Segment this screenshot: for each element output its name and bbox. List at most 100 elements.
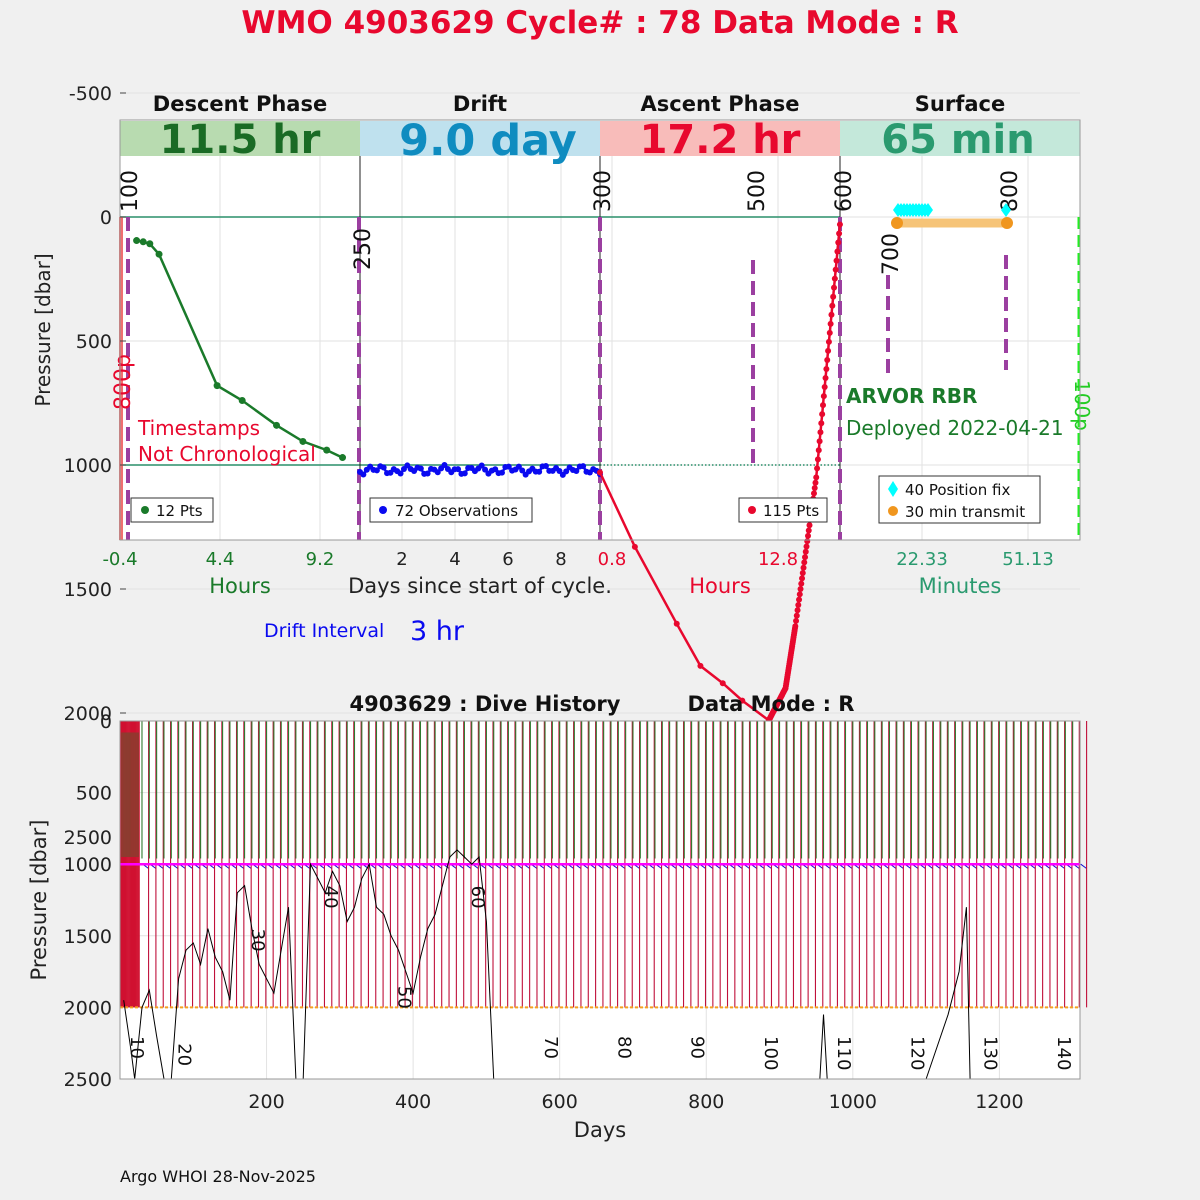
- surface-x-axis-label: Minutes: [919, 574, 1002, 598]
- dive-history-y-label: Pressure [dbar]: [27, 820, 51, 981]
- x-tick-label: 400: [395, 1091, 431, 1113]
- ascent-point: [826, 329, 833, 336]
- legend-ascent-label: 115 Pts: [763, 502, 819, 520]
- y-tick-label: 1500: [64, 926, 112, 948]
- cycle-number-label: 110: [833, 1036, 854, 1070]
- ascent-x-axis-label: Hours: [689, 574, 751, 598]
- float-deployed: Deployed 2022-04-21: [846, 416, 1064, 440]
- descent-point: [155, 250, 163, 258]
- drift-point: [482, 466, 489, 473]
- cycle-number-label: 50: [393, 986, 414, 1009]
- ascent-point: [831, 275, 838, 282]
- descent-tick-label: 4.4: [206, 549, 235, 570]
- drift-tick-label: 6: [502, 549, 513, 570]
- ascent-point: [819, 411, 826, 418]
- ascent-point: [631, 543, 638, 550]
- cycle-number-label: 40: [320, 886, 341, 909]
- y-tick-label: 0: [100, 711, 112, 733]
- marker-label-100: 100: [118, 170, 143, 212]
- legend-descent: 12 Pts: [130, 497, 214, 523]
- side-label-800p: 800p: [111, 354, 136, 410]
- drift-point: [519, 467, 526, 474]
- dive-history-frame: [119, 720, 1081, 1080]
- ascent-point: [806, 522, 813, 529]
- y-tick-label: 500: [76, 783, 112, 805]
- ascent-point: [797, 586, 804, 592]
- ascent-point: [811, 485, 818, 492]
- marker-label-250: 250: [351, 228, 376, 270]
- dive-history-plot: 10 20 30 40 50 60 70 80 90 100 110 120 130 140: [120, 720, 1088, 1080]
- descent-series: [133, 237, 347, 462]
- phase-band-surface: [840, 121, 1080, 156]
- y-tick-label: -500: [69, 83, 112, 105]
- drift-point: [478, 462, 485, 469]
- ascent-point: [834, 248, 841, 255]
- cycle-number-label: 90: [687, 1036, 708, 1059]
- ascent-point: [802, 554, 809, 561]
- phase-duration-surface: 65 min: [881, 117, 1034, 163]
- drift-point: [373, 467, 380, 474]
- ascent-point: [800, 564, 807, 571]
- cycle-number-label: 100: [760, 1036, 781, 1070]
- drift-interval-value: 3 hr: [410, 616, 465, 647]
- legend-transmit-label: 30 min transmit: [905, 503, 1025, 521]
- legend-descent-marker: [141, 506, 149, 514]
- descent-x-axis: -0.4 4.4 9.2: [102, 549, 334, 570]
- drift-series: [357, 462, 603, 478]
- legend-drift-label: 72 Observations: [395, 502, 518, 520]
- y-tick-label: 1000: [64, 455, 112, 477]
- ascent-point: [804, 538, 811, 545]
- drift-point: [360, 471, 367, 478]
- ascent-tick-label: 0.8: [598, 549, 627, 570]
- y-tick-label: 500: [76, 331, 112, 353]
- ascent-point: [813, 474, 820, 481]
- descent-point: [299, 437, 307, 445]
- footer-credit: Argo WHOI 28-Nov-2025: [120, 1167, 316, 1186]
- drift-x-axis: 2 4 6 8: [396, 549, 566, 570]
- marker-label-500: 500: [745, 170, 770, 212]
- phase-title-drift: Drift: [453, 92, 507, 116]
- ascent-point: [796, 596, 803, 603]
- ascent-point: [799, 570, 806, 577]
- drift-point: [417, 465, 424, 472]
- ascent-point: [597, 469, 603, 476]
- drift-point: [441, 462, 448, 469]
- phase-title-surface: Surface: [915, 92, 1005, 116]
- legend-drift-marker: [379, 506, 387, 514]
- drift-point: [542, 462, 549, 469]
- legend-descent-label: 12 Pts: [156, 502, 203, 520]
- ascent-point: [793, 617, 800, 624]
- ascent-point: [821, 384, 828, 391]
- bottom-pressure-trace: [123, 849, 495, 1080]
- ascent-point: [794, 607, 801, 614]
- y-tick-label: 1000: [64, 854, 112, 876]
- y-tick-label: 0: [100, 207, 112, 229]
- surface-tick-label: 22.33: [896, 549, 948, 570]
- drift-point: [536, 468, 543, 475]
- ascent-point: [805, 532, 812, 539]
- cycle-y-axis-label: Pressure [dbar]: [31, 253, 55, 406]
- drift-point: [455, 466, 462, 473]
- cycle-panel: Descent Phase Drift Ascent Phase Surface…: [31, 83, 1094, 849]
- cycle-plot-frame: [119, 119, 1081, 541]
- phase-title-ascent: Ascent Phase: [641, 92, 800, 116]
- ascent-point: [832, 266, 839, 273]
- float-model: ARVOR RBR: [846, 384, 977, 408]
- drift-point: [556, 467, 563, 474]
- side-label-100p: 100p: [1070, 380, 1094, 431]
- drift-point: [397, 470, 404, 477]
- ascent-point: [823, 365, 830, 372]
- ascent-series: [597, 221, 843, 724]
- ascent-point: [739, 697, 746, 704]
- drift-point: [492, 466, 499, 473]
- cycle-y-axis: -500 0 500 1000 1500 2000 2500: [64, 83, 126, 849]
- cycle-number-label: 30: [247, 929, 268, 952]
- dive-history-mode: Data Mode : R: [688, 692, 855, 716]
- page-title: WMO 4903629 Cycle# : 78 Data Mode : R: [241, 5, 958, 41]
- dive-history-x-label: Days: [574, 1118, 626, 1142]
- x-tick-label: 800: [688, 1091, 724, 1113]
- drift-point: [498, 469, 505, 476]
- legend-position-fix-marker: [888, 481, 898, 497]
- phase-duration-descent: 11.5 hr: [160, 117, 321, 163]
- ascent-point: [828, 311, 835, 318]
